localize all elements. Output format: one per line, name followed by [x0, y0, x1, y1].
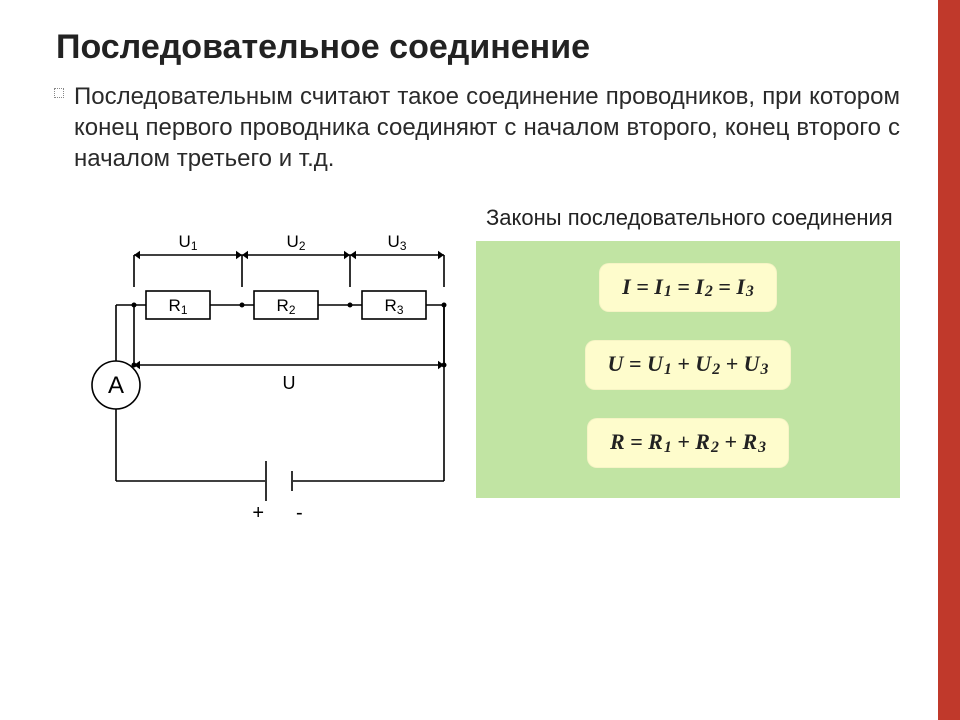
intro-text: Последовательным считают такое соединени… [74, 83, 900, 172]
columns: R1R2R3U1U2U3U+-А Законы последовательног… [56, 205, 900, 530]
circuit-diagram: R1R2R3U1U2U3U+-А [56, 205, 456, 530]
formula: R = R1 + R2 + R3 [587, 418, 789, 468]
svg-text:U3: U3 [388, 232, 407, 253]
svg-text:А: А [108, 372, 124, 399]
slide-content: Последовательное соединение Последовател… [0, 0, 960, 550]
accent-bar [938, 0, 960, 720]
laws-panel: I = I1 = I2 = I3 U = U1 + U2 + U3 R = R1 +… [476, 241, 900, 499]
svg-text:-: - [296, 502, 303, 524]
intro-paragraph: Последовательным считают такое соединени… [56, 81, 900, 175]
formula: I = I1 = I2 = I3 [599, 263, 777, 313]
svg-text:U2: U2 [287, 232, 306, 253]
formula: U = U1 + U2 + U3 [585, 340, 792, 390]
page-title: Последовательное соединение [56, 28, 900, 67]
bullet-icon [54, 88, 64, 98]
circuit-svg: R1R2R3U1U2U3U+-А [56, 205, 456, 525]
svg-text:+: + [252, 502, 264, 524]
svg-text:U: U [283, 373, 296, 393]
laws-column: Законы последовательного соединения I = … [476, 205, 900, 499]
laws-title: Законы последовательного соединения [480, 205, 900, 231]
svg-text:U1: U1 [179, 232, 198, 253]
